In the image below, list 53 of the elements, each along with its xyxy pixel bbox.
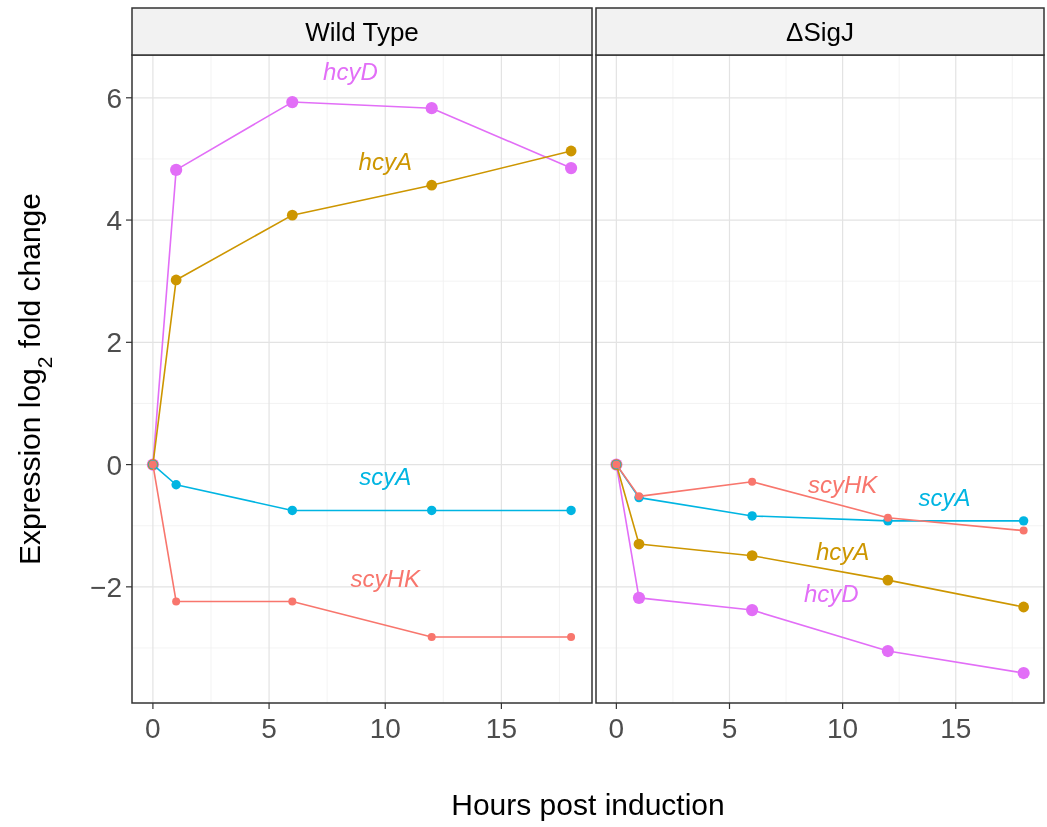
x-tick-label: 5 xyxy=(261,713,277,744)
point xyxy=(747,511,757,521)
y-tick-label: 2 xyxy=(106,327,122,359)
chart-title: Wild Type xyxy=(305,16,419,47)
point xyxy=(1019,526,1028,535)
point xyxy=(427,632,436,641)
point xyxy=(426,179,438,191)
point xyxy=(170,274,182,286)
point xyxy=(564,161,578,175)
point xyxy=(172,597,181,606)
x-tick-label: 0 xyxy=(608,713,625,744)
point xyxy=(746,603,759,617)
series-label: scyHK xyxy=(807,470,879,498)
point xyxy=(883,513,892,522)
series-label: hcyD xyxy=(803,580,859,608)
x-axis-title: Hours post induction xyxy=(451,788,725,821)
point xyxy=(746,550,758,562)
point xyxy=(565,145,577,157)
x-tick-label: 10 xyxy=(369,713,401,744)
y-tick-label: 4 xyxy=(106,205,122,237)
point xyxy=(632,591,646,604)
y-tick-label: 0 xyxy=(106,449,122,481)
x-tick-label: 15 xyxy=(940,713,972,744)
point xyxy=(170,163,183,177)
point xyxy=(566,505,576,516)
y-tick-label: 6 xyxy=(106,82,122,114)
point xyxy=(1018,601,1030,613)
x-tick-label: 10 xyxy=(827,713,859,744)
point xyxy=(633,538,645,550)
chart-title: ΔSigJ xyxy=(786,16,854,47)
series-label: scyHK xyxy=(350,564,421,592)
point xyxy=(425,102,438,115)
x-tick-label: 15 xyxy=(485,713,517,744)
point xyxy=(287,505,297,516)
point xyxy=(1018,516,1029,526)
series-label: hcyD xyxy=(323,58,378,86)
x-tick-label: 0 xyxy=(145,713,161,744)
point xyxy=(288,597,297,606)
point xyxy=(1017,666,1030,680)
point xyxy=(748,477,757,486)
series-label: hcyA xyxy=(358,148,412,176)
point xyxy=(427,505,437,516)
point xyxy=(286,209,298,221)
point xyxy=(881,644,894,658)
point xyxy=(567,632,576,641)
series-label: scyA xyxy=(918,483,971,511)
series-label: scyA xyxy=(359,463,412,491)
y-tick-label: −2 xyxy=(90,571,122,603)
series-label: hcyA xyxy=(815,538,870,566)
point xyxy=(171,480,181,490)
point xyxy=(882,574,894,586)
point xyxy=(286,95,299,109)
x-tick-label: 5 xyxy=(721,713,738,744)
